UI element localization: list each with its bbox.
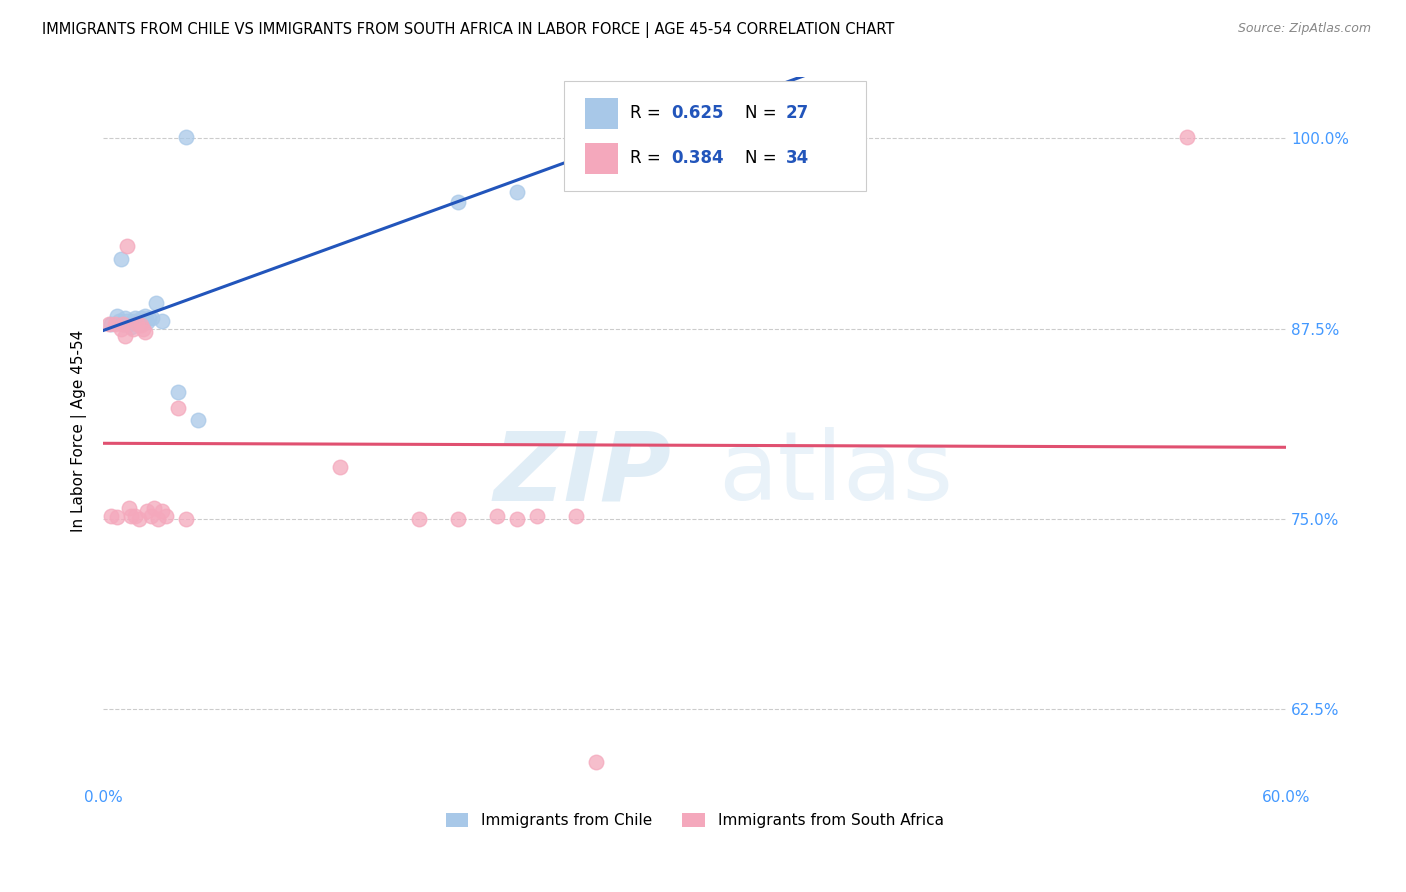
Text: IMMIGRANTS FROM CHILE VS IMMIGRANTS FROM SOUTH AFRICA IN LABOR FORCE | AGE 45-54: IMMIGRANTS FROM CHILE VS IMMIGRANTS FROM… (42, 22, 894, 38)
FancyBboxPatch shape (585, 98, 617, 128)
Point (129, 310, 152, 325)
Point (167, 401, 190, 415)
Point (121, 314, 143, 328)
Point (135, 315, 157, 329)
FancyBboxPatch shape (564, 81, 866, 191)
Point (131, 314, 153, 328)
Text: 27: 27 (786, 104, 808, 122)
Point (128, 512, 150, 526)
Point (108, 314, 131, 328)
Point (134, 325, 156, 339)
Point (526, 508, 548, 523)
Point (111, 317, 134, 331)
Point (138, 310, 160, 325)
Text: 0.625: 0.625 (671, 104, 724, 122)
Point (129, 318, 152, 333)
Point (110, 252, 132, 266)
Point (120, 508, 142, 523)
Point (329, 460, 352, 475)
Point (187, 413, 209, 427)
Point (139, 508, 162, 523)
Point (125, 315, 148, 329)
Point (143, 501, 166, 516)
Text: Source: ZipAtlas.com: Source: ZipAtlas.com (1237, 22, 1371, 36)
Point (167, 385, 190, 400)
Point (114, 329, 136, 343)
Point (105, 310, 128, 324)
Point (174, 512, 197, 526)
Point (565, 129, 588, 144)
Point (134, 310, 156, 324)
Text: R =: R = (630, 104, 665, 122)
Text: N =: N = (745, 149, 782, 168)
Point (128, 317, 150, 331)
Point (110, 321, 132, 335)
Text: 34: 34 (786, 149, 808, 168)
Point (111, 317, 134, 331)
Legend: Immigrants from Chile, Immigrants from South Africa: Immigrants from Chile, Immigrants from S… (440, 806, 949, 834)
Point (114, 310, 136, 325)
Point (174, 129, 197, 144)
Point (118, 317, 141, 331)
Point (135, 504, 157, 518)
Point (104, 317, 127, 331)
Point (447, 195, 470, 210)
Point (100, 508, 122, 523)
Point (565, 508, 588, 523)
Point (150, 504, 173, 518)
Point (145, 295, 167, 310)
Point (447, 512, 470, 526)
Point (506, 185, 529, 199)
Point (115, 314, 138, 328)
Text: 0.384: 0.384 (671, 149, 724, 168)
FancyBboxPatch shape (585, 143, 617, 174)
Point (408, 512, 430, 526)
Text: atlas: atlas (718, 427, 953, 520)
Point (150, 314, 173, 328)
Point (124, 310, 146, 325)
Point (585, 756, 607, 770)
Point (155, 508, 177, 523)
Point (486, 508, 509, 523)
Point (115, 239, 138, 253)
Text: ZIP: ZIP (494, 427, 671, 520)
Point (1177, 129, 1199, 144)
Point (121, 321, 143, 335)
Point (120, 320, 142, 334)
Point (124, 508, 146, 523)
Point (98, 317, 121, 331)
Text: N =: N = (745, 104, 782, 122)
Y-axis label: In Labor Force | Age 45-54: In Labor Force | Age 45-54 (72, 330, 87, 533)
Point (125, 317, 148, 331)
Point (148, 512, 170, 526)
Point (105, 510, 128, 524)
Point (118, 501, 141, 516)
Text: R =: R = (630, 149, 665, 168)
Point (141, 310, 163, 325)
Point (100, 317, 122, 331)
Point (131, 321, 153, 335)
Point (506, 512, 529, 526)
